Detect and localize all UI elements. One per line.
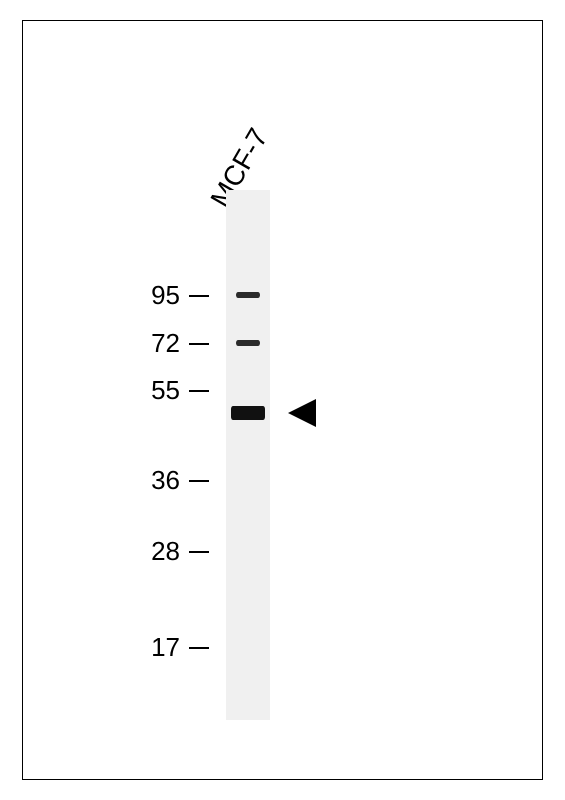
mw-label: 95 — [120, 280, 180, 311]
target-band-arrow — [288, 399, 316, 427]
blot-band — [231, 406, 265, 420]
blot-band — [236, 340, 260, 346]
mw-tick — [189, 390, 209, 392]
mw-tick — [189, 480, 209, 482]
mw-label: 28 — [120, 536, 180, 567]
mw-label: 72 — [120, 328, 180, 359]
mw-tick — [189, 343, 209, 345]
figure-frame — [22, 20, 543, 780]
mw-tick — [189, 551, 209, 553]
mw-label: 55 — [120, 375, 180, 406]
blot-band — [236, 292, 260, 298]
blot-lane — [226, 190, 270, 720]
mw-label: 17 — [120, 632, 180, 663]
mw-tick — [189, 295, 209, 297]
mw-label: 36 — [120, 465, 180, 496]
mw-tick — [189, 647, 209, 649]
